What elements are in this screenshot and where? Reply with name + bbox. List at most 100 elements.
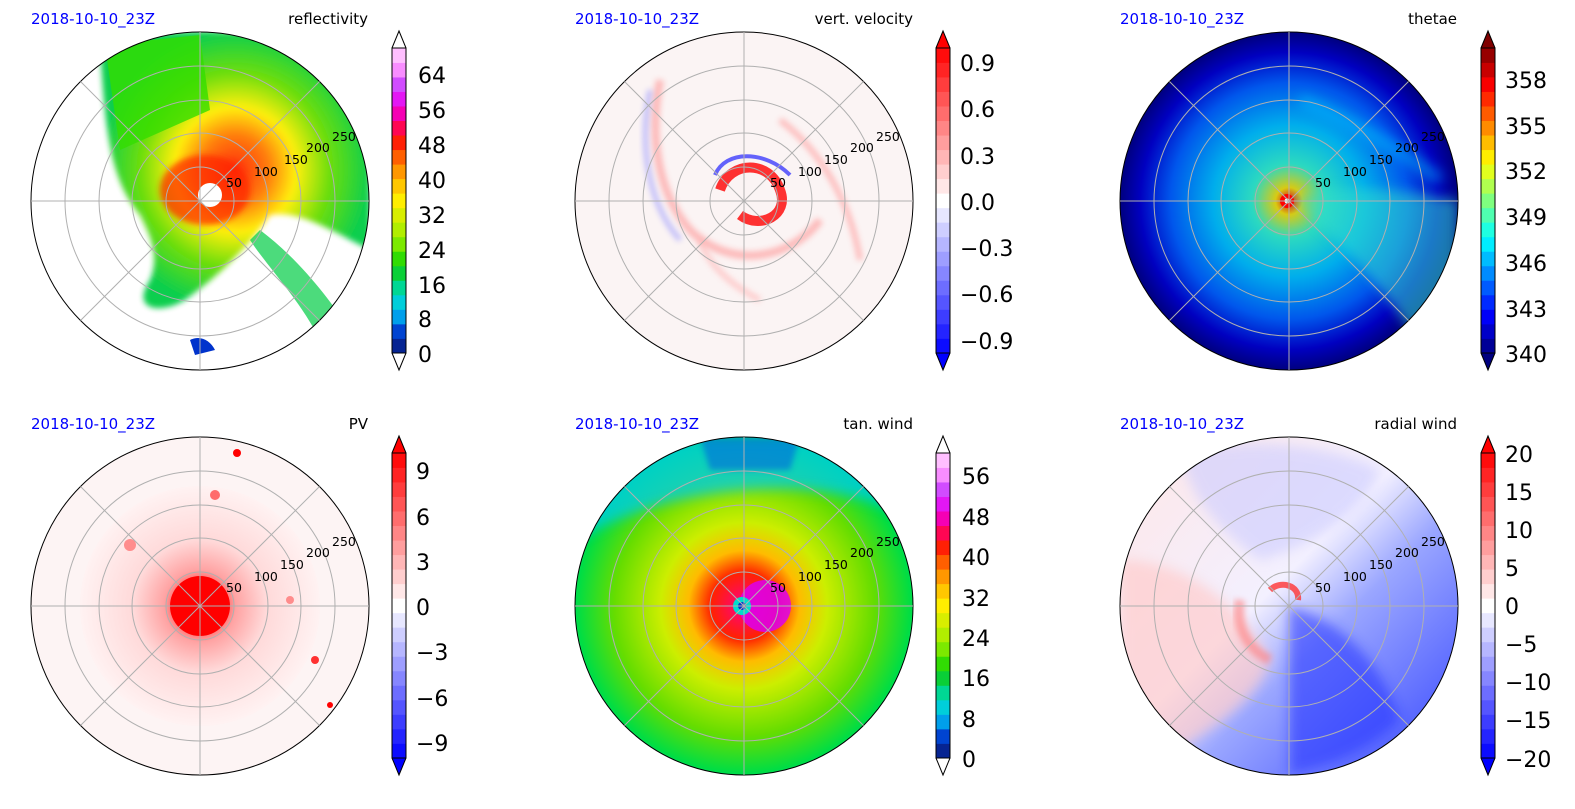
colorbar-band xyxy=(1481,323,1495,339)
colorbar-band xyxy=(936,525,950,541)
colorbar-band xyxy=(392,598,406,614)
colorbar-band xyxy=(936,670,950,686)
colorbar-band xyxy=(936,106,950,122)
colorbar-tick: 358 xyxy=(1505,69,1547,94)
pv-ring-label: 250 xyxy=(332,534,356,549)
colorbar-tick: 0.3 xyxy=(960,145,995,170)
radial-wind-ring-label: 100 xyxy=(1343,569,1367,584)
colorbar-band xyxy=(1481,627,1495,643)
colorbar-band xyxy=(392,699,406,715)
thetae-ring-label: 50 xyxy=(1315,175,1331,190)
tan-wind-title: tan. wind xyxy=(843,415,913,433)
colorbar-band xyxy=(392,309,406,325)
colorbar-band xyxy=(392,583,406,599)
vert-velocity-colorbar: 0.9 0.6 0.3 0.0 −0.3 −0.6 −0.9 xyxy=(935,29,1013,372)
reflectivity-ring-label: 150 xyxy=(284,152,308,167)
colorbar-band xyxy=(936,62,950,78)
colorbar-tick: 0.0 xyxy=(960,191,995,216)
colorbar-band xyxy=(1481,48,1495,63)
colorbar-band xyxy=(392,612,406,628)
colorbar-band xyxy=(392,540,406,556)
colorbar-band xyxy=(1481,164,1495,180)
colorbar-band xyxy=(936,540,950,556)
colorbar-tick: −15 xyxy=(1505,709,1551,734)
colorbar-tick: 10 xyxy=(1505,519,1533,544)
colorbar-band xyxy=(1481,496,1495,512)
colorbar-extend-bottom xyxy=(391,757,407,777)
colorbar-band xyxy=(936,178,950,194)
colorbar-extend-bottom xyxy=(935,757,951,777)
colorbar-tick: 9 xyxy=(416,460,430,485)
vert-velocity-ring-label: 250 xyxy=(876,129,900,144)
vert-velocity-ring-label: 200 xyxy=(850,140,874,155)
colorbar-tick: 5 xyxy=(1505,557,1519,582)
panel-reflectivity: 50 100 150 200 250 2018-10-10_23Z reflec… xyxy=(30,10,446,372)
colorbar-tick: −20 xyxy=(1505,748,1551,773)
colorbar-band xyxy=(392,207,406,223)
colorbar-band xyxy=(1481,338,1495,354)
colorbar-tick: 16 xyxy=(962,667,990,692)
colorbar-tick: 352 xyxy=(1505,160,1547,185)
pv-ring-label: 100 xyxy=(254,569,278,584)
thetae-ring-label: 100 xyxy=(1343,164,1367,179)
colorbar-band xyxy=(1481,280,1495,296)
colorbar-band xyxy=(936,91,950,107)
colorbar-tick: −10 xyxy=(1505,671,1551,696)
colorbar-band xyxy=(1481,554,1495,570)
pv-colorbar: 9 6 3 0 −3 −6 −9 xyxy=(391,434,448,777)
colorbar-tick: 0 xyxy=(962,748,976,773)
colorbar-bands xyxy=(1481,453,1495,759)
colorbar-band xyxy=(392,453,406,468)
colorbar-band xyxy=(936,583,950,599)
colorbar-tick: 0 xyxy=(1505,595,1519,620)
colorbar-tick: 8 xyxy=(418,308,432,333)
tan-wind-ring-label: 200 xyxy=(850,545,874,560)
colorbar-band xyxy=(392,670,406,686)
colorbar-band xyxy=(1481,612,1495,628)
colorbar-band xyxy=(392,280,406,296)
colorbar-tick: 6 xyxy=(416,506,430,531)
colorbar-band xyxy=(1481,135,1495,151)
colorbar-band xyxy=(1481,236,1495,252)
colorbar-band xyxy=(936,236,950,252)
reflectivity-colorbar: 0 8 16 24 32 40 48 56 64 xyxy=(391,29,446,372)
radial-wind-grid xyxy=(1120,437,1458,775)
colorbar-band xyxy=(936,612,950,628)
colorbar-tick: 32 xyxy=(418,204,446,229)
colorbar-band xyxy=(1481,178,1495,194)
colorbar-band xyxy=(936,149,950,165)
colorbar-band xyxy=(392,251,406,267)
colorbar-tick: −0.3 xyxy=(960,237,1013,262)
pv-date: 2018-10-10_23Z xyxy=(31,415,155,434)
tan-wind-ring-labels: 50 100 150 200 250 xyxy=(770,534,900,595)
colorbar-extend-top xyxy=(1480,29,1496,49)
panel-tan-wind: 50 100 150 200 250 2018-10-10_23Z tan. w… xyxy=(574,415,990,777)
colorbar-band xyxy=(1481,656,1495,672)
tan-wind-ring-label: 250 xyxy=(876,534,900,549)
colorbar-band xyxy=(936,743,950,759)
colorbar-band xyxy=(392,525,406,541)
colorbar-band xyxy=(936,728,950,744)
colorbar-band xyxy=(1481,598,1495,614)
colorbar-extend-bottom xyxy=(391,352,407,372)
colorbar-ticks: 20 15 10 5 0 −5 −10 −15 −20 xyxy=(1505,443,1551,773)
colorbar-ticks: 9 6 3 0 −3 −6 −9 xyxy=(416,460,448,757)
colorbar-band xyxy=(392,236,406,252)
vert-velocity-date: 2018-10-10_23Z xyxy=(575,10,699,29)
colorbar-band xyxy=(1481,482,1495,497)
colorbar-tick: 349 xyxy=(1505,206,1547,231)
colorbar-tick: 3 xyxy=(416,551,430,576)
colorbar-band xyxy=(936,48,950,63)
colorbar-band xyxy=(1481,62,1495,78)
colorbar-band xyxy=(392,323,406,339)
colorbar-band xyxy=(1481,540,1495,556)
vert-velocity-grid xyxy=(575,32,913,370)
vert-velocity-ring-label: 50 xyxy=(770,175,786,190)
colorbar-band xyxy=(936,467,950,483)
colorbar-band xyxy=(392,294,406,310)
colorbar-bands xyxy=(936,453,950,759)
colorbar-band xyxy=(1481,467,1495,483)
colorbar-band xyxy=(1481,641,1495,657)
colorbar-band xyxy=(936,280,950,296)
colorbar-band xyxy=(392,641,406,657)
